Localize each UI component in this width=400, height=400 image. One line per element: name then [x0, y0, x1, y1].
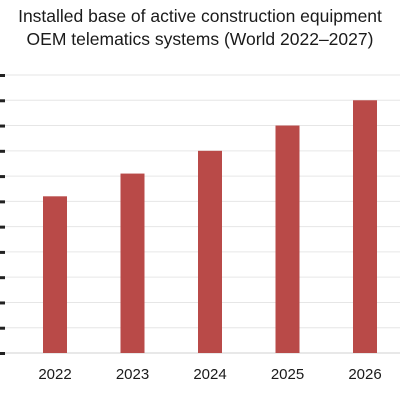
bar-2024: [198, 150, 222, 353]
y-tick-mark: [0, 124, 5, 128]
y-tick-mark: [0, 301, 5, 305]
x-tick-label: 2025: [271, 366, 304, 383]
chart-title: Installed base of active construction eq…: [0, 5, 400, 51]
y-tick-mark: [0, 74, 5, 77]
y-tick-mark: [0, 250, 5, 254]
y-tick-mark: [0, 200, 5, 204]
x-tick-label: 2026: [348, 366, 381, 383]
y-tick-mark: [0, 225, 5, 229]
x-tick-label: 2022: [38, 366, 71, 383]
y-tick-mark: [0, 352, 5, 355]
bar-2023: [120, 173, 145, 353]
bar-2025: [275, 125, 300, 353]
y-tick-mark: [0, 175, 5, 179]
y-tick-mark: [0, 149, 5, 153]
bar-2022: [43, 196, 67, 353]
bar-2026: [353, 100, 377, 353]
y-tick-mark: [0, 276, 5, 280]
chart-title-line-2: OEM telematics systems (World 2022–2027): [26, 29, 374, 49]
y-tick-mark: [0, 326, 5, 330]
x-tick-label: 2024: [193, 366, 226, 383]
chart-title-line-1: Installed base of active construction eq…: [18, 6, 382, 26]
x-tick-label: 2023: [116, 366, 149, 383]
y-tick-mark: [0, 99, 5, 103]
